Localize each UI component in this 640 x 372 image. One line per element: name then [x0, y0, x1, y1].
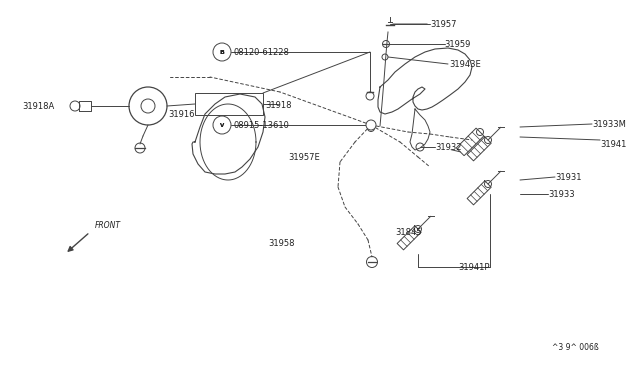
Text: 31931: 31931 — [555, 173, 582, 182]
Text: 31933M: 31933M — [592, 119, 626, 128]
Text: 31933: 31933 — [548, 189, 575, 199]
Circle shape — [366, 120, 376, 130]
Text: 31932: 31932 — [435, 142, 461, 151]
Text: V: V — [220, 122, 224, 128]
Bar — [195, 93, 263, 115]
Text: 31941P: 31941P — [458, 263, 490, 272]
Text: 31845: 31845 — [395, 228, 422, 237]
Text: B: B — [220, 49, 225, 55]
Text: 31918A: 31918A — [22, 102, 54, 110]
Text: 31943E: 31943E — [449, 60, 481, 68]
Text: 31941: 31941 — [600, 140, 627, 148]
Text: FRONT: FRONT — [95, 221, 121, 230]
Text: 08915-13610: 08915-13610 — [233, 121, 289, 129]
Text: 31957E: 31957E — [288, 153, 320, 161]
Text: 31958: 31958 — [268, 240, 294, 248]
Text: 08120-61228: 08120-61228 — [233, 48, 289, 57]
Text: 31957: 31957 — [430, 19, 456, 29]
Text: V: V — [220, 122, 224, 128]
Text: B: B — [220, 49, 225, 55]
Text: ^3 9^ 006ß: ^3 9^ 006ß — [552, 343, 599, 352]
Text: 31916: 31916 — [168, 109, 195, 119]
Text: 31959: 31959 — [444, 39, 470, 48]
Text: 31918: 31918 — [265, 100, 291, 109]
